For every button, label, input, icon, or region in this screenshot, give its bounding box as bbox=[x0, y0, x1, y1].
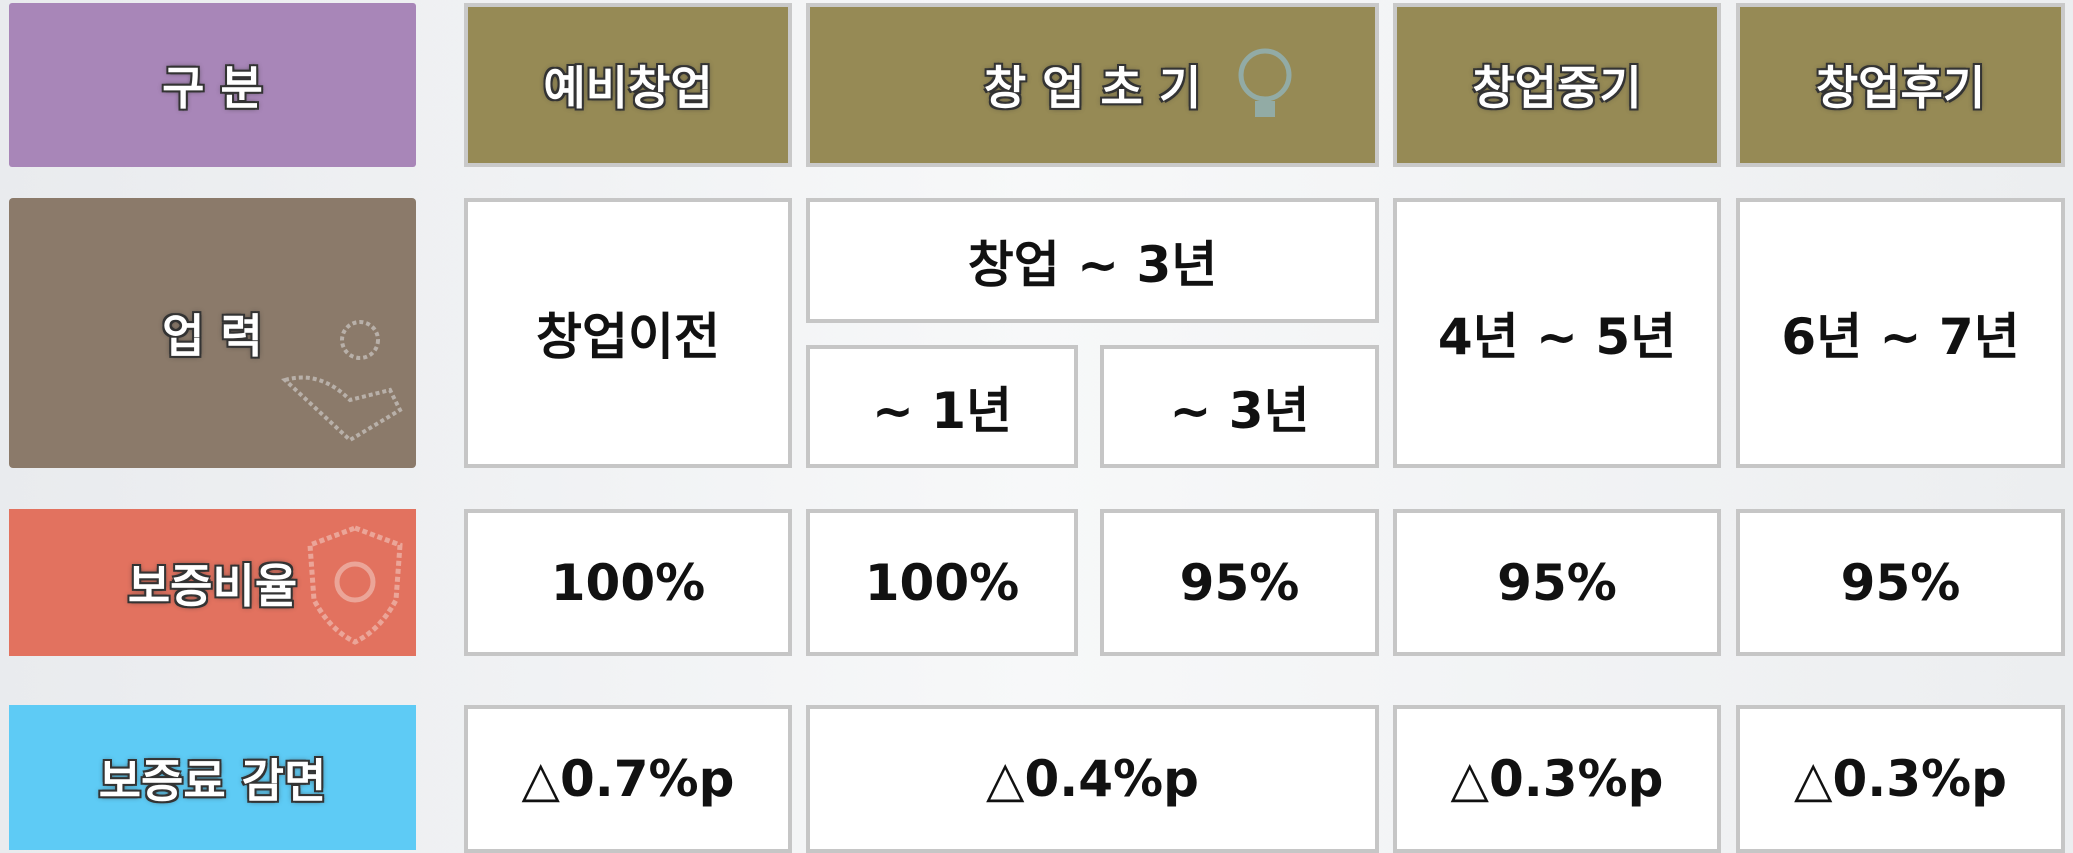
row-label: 보증료 감면 bbox=[9, 705, 416, 850]
cell: 95% bbox=[1393, 509, 1721, 656]
cell: ~ 1년 bbox=[806, 345, 1078, 468]
cell: 창업 ~ 3년 bbox=[806, 198, 1379, 323]
hand-gear-icon bbox=[281, 320, 403, 443]
cell: △0.3%p bbox=[1393, 705, 1721, 853]
cell: 95% bbox=[1100, 509, 1379, 656]
column-header: 창 업 초 기 bbox=[806, 3, 1379, 167]
header-label: 구 분 bbox=[9, 3, 416, 167]
cell: 100% bbox=[806, 509, 1078, 656]
cell: ~ 3년 bbox=[1100, 345, 1379, 468]
bulb-icon bbox=[1238, 48, 1292, 117]
row-label: 업 력 bbox=[9, 198, 416, 468]
cell: △0.7%p bbox=[464, 705, 792, 853]
column-header: 창업후기 bbox=[1736, 3, 2065, 167]
cell: △0.4%p bbox=[806, 705, 1379, 853]
cell: 6년 ~ 7년 bbox=[1736, 198, 2065, 468]
shield-icon bbox=[307, 525, 403, 645]
cell: △0.3%p bbox=[1736, 705, 2065, 853]
cell: 95% bbox=[1736, 509, 2065, 656]
cell: 4년 ~ 5년 bbox=[1393, 198, 1721, 468]
cell: 창업이전 bbox=[464, 198, 792, 468]
cell: 100% bbox=[464, 509, 792, 656]
column-header: 예비창업 bbox=[464, 3, 792, 167]
column-header: 창업중기 bbox=[1393, 3, 1721, 167]
row-label: 보증비율 bbox=[9, 509, 416, 656]
